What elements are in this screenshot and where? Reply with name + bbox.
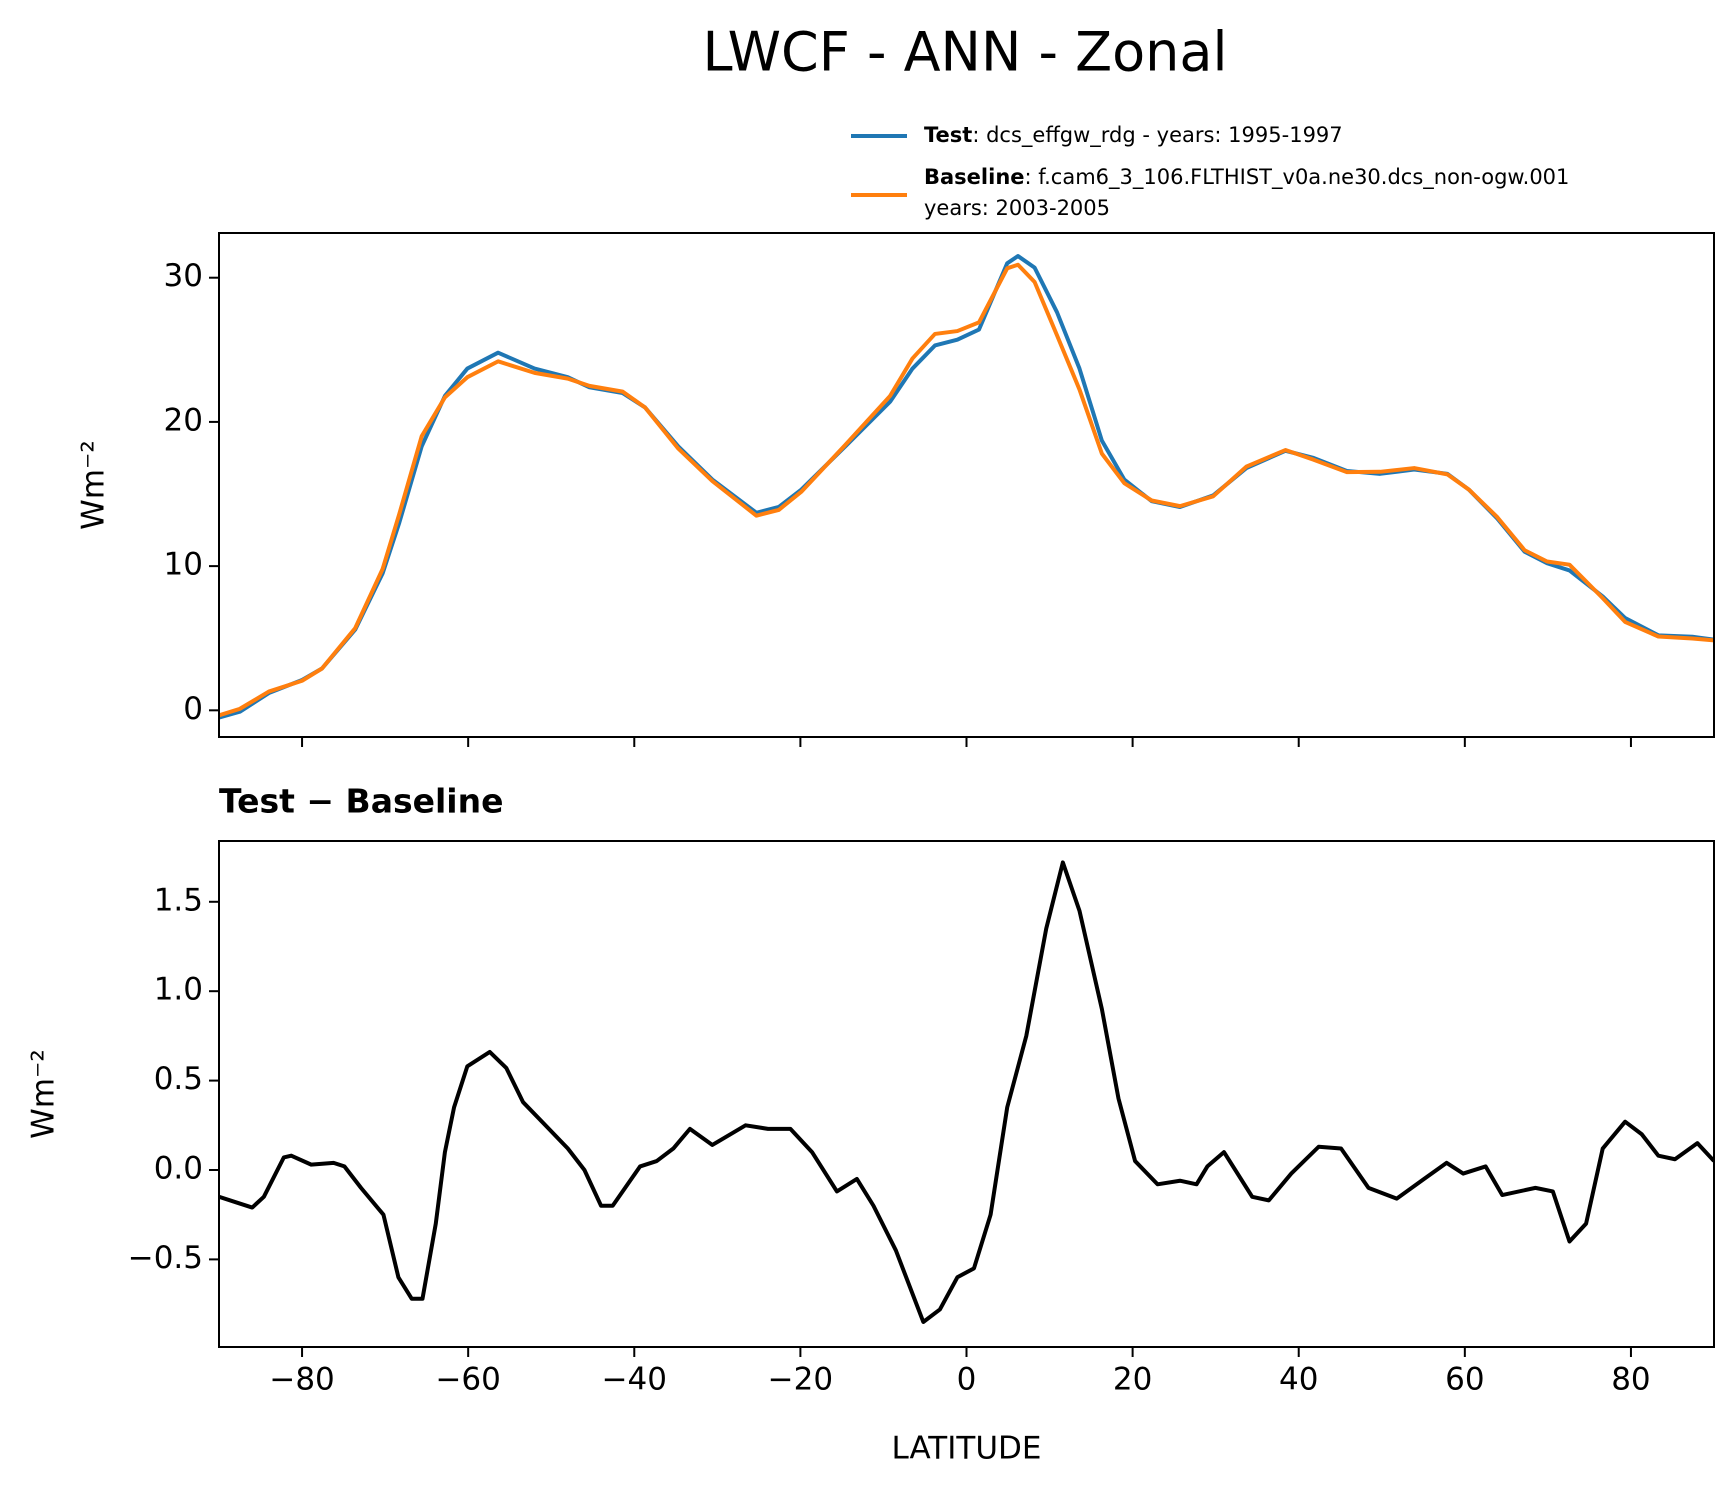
y-tick-label: 0 — [183, 691, 203, 727]
x-tick-label: 60 — [1445, 1362, 1484, 1398]
y-tick-label: 30 — [164, 258, 203, 294]
x-tick-label: −60 — [435, 1362, 500, 1398]
x-tick-label: 40 — [1279, 1362, 1318, 1398]
legend-name: Test — [924, 123, 972, 147]
legend-description: : f.cam6_3_106.FLTHIST_v0a.ne30.dcs_non-… — [1025, 165, 1570, 190]
x-tick-label: 0 — [957, 1362, 977, 1398]
x-tick-label: −80 — [269, 1362, 334, 1398]
legend-description: years: 2003-2005 — [924, 196, 1110, 220]
x-tick-label: −20 — [768, 1362, 833, 1398]
y-tick-label: 1.0 — [154, 972, 203, 1008]
y-axis-label: Wm⁻² — [76, 440, 112, 530]
x-tick-label: 80 — [1611, 1362, 1650, 1398]
legend-label: Baseline: f.cam6_3_106.FLTHIST_v0a.ne30.… — [924, 165, 1569, 190]
y-tick-label: −0.5 — [128, 1240, 203, 1276]
y-tick-label: 10 — [164, 547, 203, 583]
y-tick-label: 0.0 — [154, 1150, 203, 1186]
y-tick-label: 20 — [164, 402, 203, 438]
x-axis-label: LATITUDE — [892, 1431, 1042, 1467]
y-tick-label: 0.5 — [154, 1061, 203, 1097]
legend-label: Test: dcs_effgw_rdg - years: 1995-1997 — [924, 123, 1343, 148]
legend-description: : dcs_effgw_rdg - years: 1995-1997 — [972, 123, 1342, 148]
series-line — [219, 860, 1714, 1324]
x-tick-label: −40 — [602, 1362, 667, 1398]
series-line — [219, 262, 1714, 718]
figure-title: LWCF - ANN - Zonal — [703, 21, 1228, 84]
subtitle: Test − Baseline — [219, 782, 504, 821]
y-axis-label: Wm⁻² — [26, 1049, 62, 1139]
legend-name: Baseline — [924, 165, 1025, 189]
y-tick-label: 1.5 — [154, 882, 203, 918]
x-tick-label: 20 — [1113, 1362, 1152, 1398]
